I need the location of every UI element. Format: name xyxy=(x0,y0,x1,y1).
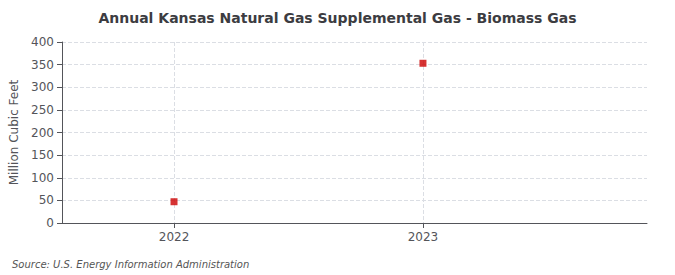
svg-text:300: 300 xyxy=(31,80,54,94)
svg-text:100: 100 xyxy=(31,171,54,185)
svg-text:350: 350 xyxy=(31,58,54,72)
svg-text:150: 150 xyxy=(31,148,54,162)
svg-text:50: 50 xyxy=(39,193,54,207)
svg-text:200: 200 xyxy=(31,126,54,140)
svg-text:250: 250 xyxy=(31,103,54,117)
svg-text:Million Cubic Feet: Million Cubic Feet xyxy=(7,79,21,185)
svg-text:Source: U.S. Energy Informatio: Source: U.S. Energy Information Administ… xyxy=(12,259,249,270)
svg-text:400: 400 xyxy=(31,35,54,49)
svg-text:0: 0 xyxy=(46,216,54,230)
svg-text:Annual Kansas Natural Gas Supp: Annual Kansas Natural Gas Supplemental G… xyxy=(98,10,576,26)
svg-text:2023: 2023 xyxy=(408,230,439,244)
svg-text:2022: 2022 xyxy=(159,230,190,244)
